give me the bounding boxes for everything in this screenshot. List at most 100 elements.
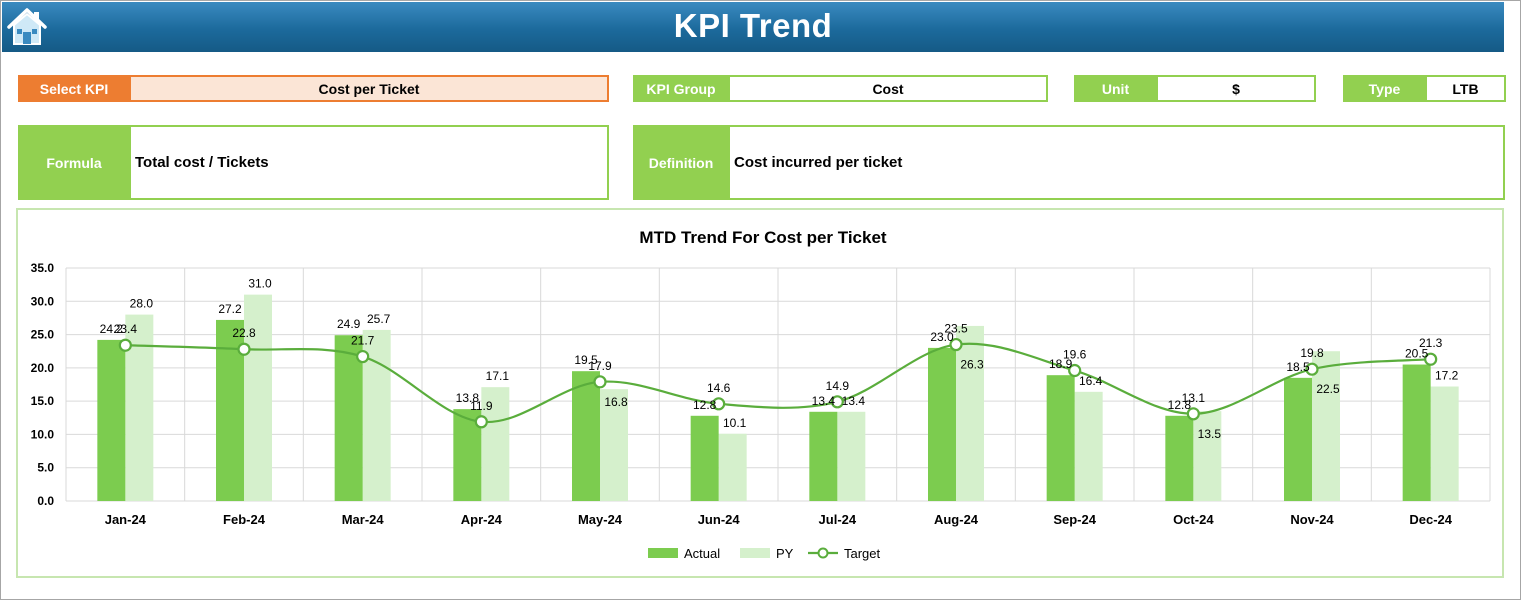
py-data-label: 25.7 [367, 312, 391, 326]
unit-label: Unit [1074, 75, 1157, 102]
definition-label: Definition [633, 125, 729, 200]
py-data-label: 26.3 [960, 358, 984, 372]
y-tick-label: 20.0 [31, 361, 55, 375]
home-icon[interactable] [6, 6, 48, 48]
actual-data-label: 20.5 [1405, 347, 1429, 361]
actual-bar [1165, 415, 1194, 501]
x-tick-label: Feb-24 [223, 512, 266, 527]
py-data-label: 28.0 [130, 297, 154, 311]
target-line [125, 342, 1431, 424]
py-bar [481, 387, 510, 501]
actual-data-label: 18.5 [1286, 360, 1310, 374]
actual-data-label: 23.0 [930, 330, 954, 344]
y-tick-label: 5.0 [37, 461, 54, 475]
chart-container: MTD Trend For Cost per Ticket 24.2 28.0 23… [16, 208, 1504, 578]
legend-py-label: PY [776, 546, 794, 561]
y-tick-label: 25.0 [31, 328, 55, 342]
y-tick-label: 30.0 [31, 294, 55, 308]
legend-target-label: Target [844, 546, 881, 561]
target-point [593, 375, 607, 389]
unit-value: $ [1156, 75, 1316, 102]
x-tick-label: Dec-24 [1409, 512, 1452, 527]
legend-actual-swatch [648, 548, 678, 558]
py-bar [718, 433, 747, 501]
definition-value: Cost incurred per ticket [728, 125, 1505, 200]
py-data-label: 17.1 [486, 369, 510, 383]
actual-data-label: 12.8 [1168, 398, 1192, 412]
actual-bar [1284, 377, 1312, 501]
type-value: LTB [1425, 75, 1506, 102]
target-data-label: 23.4 [114, 322, 138, 336]
actual-bar [572, 371, 600, 501]
x-tick-label: Jun-24 [698, 512, 741, 527]
actual-bar [334, 335, 363, 501]
target-data-label: 14.9 [826, 379, 850, 393]
target-data-label: 11.9 [470, 399, 493, 413]
x-tick-label: Jan-24 [105, 512, 147, 527]
py-bar [1430, 386, 1459, 501]
py-bar [1074, 391, 1103, 501]
y-tick-label: 35.0 [31, 261, 55, 275]
x-tick-label: Aug-24 [934, 512, 979, 527]
py-data-label: 10.1 [723, 416, 747, 430]
py-bar [837, 411, 866, 501]
actual-bar [690, 415, 719, 501]
legend-actual-label: Actual [684, 546, 720, 561]
actual-bar [97, 339, 126, 501]
target-point [712, 397, 726, 411]
select-kpi-dropdown[interactable]: Cost per Ticket [129, 75, 609, 102]
x-tick-label: May-24 [578, 512, 623, 527]
y-tick-label: 0.0 [37, 494, 54, 508]
actual-data-label: 24.9 [337, 317, 361, 331]
py-data-label: 13.5 [1198, 427, 1222, 441]
py-data-label: 22.5 [1316, 382, 1340, 396]
chart-title: MTD Trend For Cost per Ticket [639, 228, 887, 247]
y-tick-label: 10.0 [31, 427, 55, 441]
target-point [1068, 363, 1082, 378]
target-point [118, 338, 132, 352]
py-bar [1312, 351, 1340, 501]
target-data-label: 21.7 [351, 334, 375, 348]
py-data-label: 17.2 [1435, 368, 1459, 382]
legend-py-swatch [740, 548, 770, 558]
x-tick-label: Mar-24 [342, 512, 385, 527]
target-point [1186, 407, 1200, 421]
y-tick-label: 15.0 [31, 394, 55, 408]
x-tick-label: Oct-24 [1173, 512, 1214, 527]
target-data-label: 23.5 [944, 322, 968, 336]
select-kpi-label: Select KPI [18, 75, 130, 102]
target-point [356, 349, 370, 364]
target-point [1424, 352, 1438, 366]
target-data-label: 14.6 [707, 381, 731, 395]
py-bar [244, 294, 272, 501]
actual-data-label: 27.2 [218, 302, 242, 316]
target-data-label: 19.8 [1300, 346, 1324, 360]
target-point [949, 337, 963, 352]
page-title: KPI Trend [673, 7, 833, 44]
target-point [830, 395, 844, 409]
actual-data-label: 13.4 [812, 394, 836, 408]
x-tick-label: Apr-24 [461, 512, 503, 527]
py-bar [1193, 411, 1222, 501]
target-data-label: 22.8 [232, 326, 256, 340]
title-banner: KPI Trend [2, 2, 1504, 52]
kpi-group-value: Cost [728, 75, 1048, 102]
actual-data-label: 12.8 [693, 398, 717, 412]
x-tick-label: Jul-24 [819, 512, 857, 527]
legend-target-marker [817, 547, 829, 559]
py-data-label: 13.4 [842, 394, 866, 408]
actual-data-label: 24.2 [100, 322, 124, 336]
py-bar [600, 389, 628, 501]
actual-data-label: 18.9 [1049, 357, 1073, 371]
actual-bar [1046, 375, 1075, 501]
py-data-label: 16.8 [604, 395, 628, 409]
actual-bar [809, 411, 838, 501]
target-point [474, 415, 488, 429]
actual-bar [928, 347, 956, 501]
x-tick-label: Nov-24 [1290, 512, 1334, 527]
kpi-group-label: KPI Group [633, 75, 729, 102]
mtd-trend-chart: MTD Trend For Cost per Ticket 24.2 28.0 23… [31, 228, 1491, 561]
target-data-label: 19.6 [1063, 348, 1087, 362]
x-tick-label: Sep-24 [1053, 512, 1096, 527]
type-label: Type [1343, 75, 1426, 102]
